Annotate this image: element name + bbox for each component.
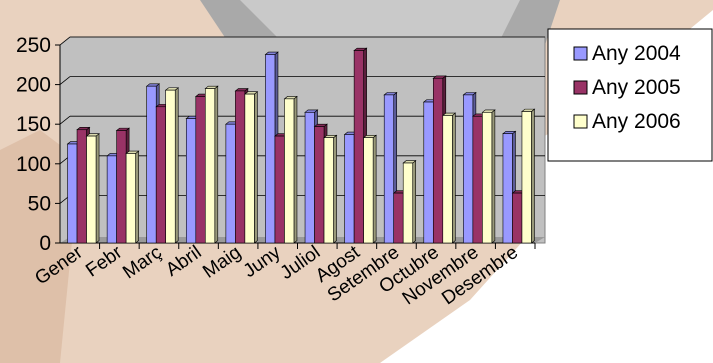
bar bbox=[283, 95, 298, 244]
bars bbox=[66, 47, 536, 244]
gridline-diag bbox=[59, 76, 71, 85]
legend: Any 2004 Any 2005 Any 2006 bbox=[547, 28, 713, 162]
bar bbox=[383, 91, 398, 244]
bar bbox=[362, 134, 377, 244]
legend-label: Any 2005 bbox=[592, 76, 681, 99]
legend-item: Any 2005 bbox=[573, 76, 681, 99]
bar bbox=[85, 133, 100, 244]
y-tick-label: 50 bbox=[28, 192, 51, 215]
legend-swatch bbox=[573, 46, 588, 61]
y-tick-label: 100 bbox=[16, 153, 51, 176]
y-tick-label: 250 bbox=[16, 34, 51, 57]
y-tick-label: 0 bbox=[39, 232, 51, 255]
bar bbox=[204, 85, 219, 244]
legend-label: Any 2004 bbox=[592, 42, 681, 65]
gridline-diag bbox=[59, 115, 71, 125]
legend-item: Any 2004 bbox=[573, 42, 681, 65]
bar bbox=[244, 91, 259, 244]
gridline-diag bbox=[59, 36, 71, 46]
bar bbox=[521, 108, 536, 244]
y-tick-labels: 0 50 100 150 200 250 bbox=[16, 34, 51, 255]
bar bbox=[125, 150, 140, 244]
legend-item: Any 2006 bbox=[573, 110, 681, 133]
bar bbox=[441, 112, 457, 244]
y-tick-label: 200 bbox=[16, 74, 51, 97]
legend-swatch bbox=[573, 114, 588, 129]
legend-label: Any 2006 bbox=[592, 110, 681, 133]
legend-swatch bbox=[573, 80, 588, 95]
bar bbox=[164, 87, 180, 244]
axes bbox=[55, 44, 536, 249]
bar bbox=[481, 109, 496, 244]
bar bbox=[402, 159, 417, 244]
y-tick-label: 150 bbox=[16, 113, 51, 136]
bar bbox=[323, 134, 338, 244]
